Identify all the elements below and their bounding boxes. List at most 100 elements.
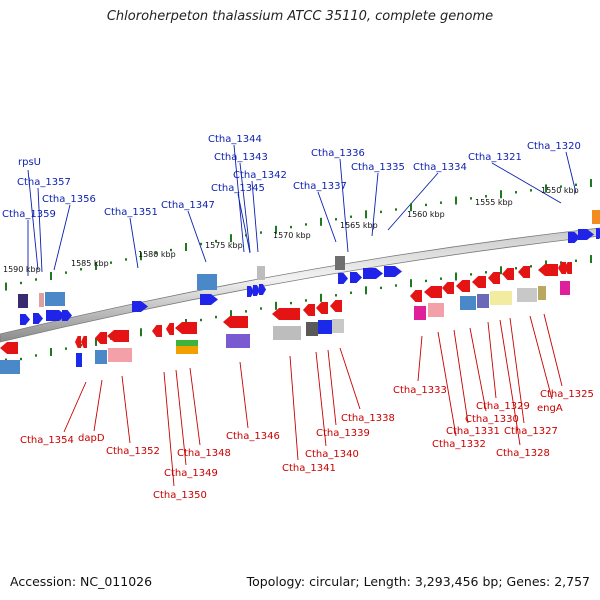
gene-label: Ctha_1345	[211, 183, 265, 194]
scale-dot	[380, 286, 382, 290]
gene-label: Ctha_1356	[42, 194, 96, 205]
gene-box	[273, 326, 301, 340]
reverse-gene-arrow	[316, 302, 328, 314]
leader-line	[121, 375, 131, 444]
scale-label: 1555 kbp	[475, 198, 513, 207]
gene-box	[428, 303, 444, 317]
scale-major-tick	[50, 348, 52, 357]
forward-gene-arrow	[132, 301, 148, 312]
gene-label: Ctha_1344	[208, 134, 262, 145]
gene-label: Ctha_1328	[496, 448, 550, 459]
gene-box	[0, 360, 20, 374]
scale-dot	[530, 265, 532, 268]
forward-gene-arrow	[253, 285, 260, 296]
scale-label: 1550 kbp	[541, 186, 579, 195]
leader-line	[163, 371, 175, 487]
scale-major-tick	[365, 210, 367, 219]
scale-major-tick	[230, 310, 232, 319]
gene-label: Ctha_1325	[540, 389, 594, 400]
scale-dot	[485, 271, 487, 274]
scale-dot	[110, 261, 112, 264]
reverse-gene-arrow	[175, 322, 197, 334]
scale-major-tick	[410, 203, 412, 212]
reverse-gene-arrow	[75, 336, 81, 348]
gene-label: Ctha_1357	[17, 177, 71, 188]
reverse-gene-arrow	[424, 286, 442, 298]
scale-dot	[530, 189, 532, 192]
scale-major-tick	[275, 301, 277, 310]
leader-line	[37, 187, 43, 273]
gene-box	[490, 291, 512, 305]
forward-gene-arrow	[596, 228, 600, 239]
reverse-gene-arrow	[502, 268, 514, 280]
reverse-gene-arrow	[456, 280, 470, 292]
gene-box	[335, 256, 345, 270]
scale-dot	[560, 261, 562, 264]
gene-label: Ctha_1338	[341, 413, 395, 424]
leader-line	[543, 313, 563, 387]
scale-dot	[215, 239, 217, 243]
gene-label: Ctha_1335	[351, 162, 405, 173]
scale-dot	[200, 318, 202, 322]
scale-major-tick	[320, 293, 322, 302]
gene-label: Ctha_1340	[305, 449, 359, 460]
scale-major-tick	[95, 337, 97, 346]
scale-dot	[335, 218, 337, 221]
leader-line	[63, 381, 87, 433]
leader-line	[289, 355, 299, 461]
leader-line	[387, 172, 439, 231]
scale-major-tick	[590, 255, 592, 264]
gene-label: dapD	[78, 433, 105, 444]
gene-label: rpsU	[18, 157, 41, 168]
scale-dot	[200, 242, 202, 246]
gene-label: Ctha_1333	[393, 385, 447, 396]
gene-box	[460, 296, 476, 310]
leader-line	[175, 369, 187, 466]
gene-box	[108, 348, 132, 362]
leader-line	[339, 158, 349, 253]
gene-label: Ctha_1339	[316, 428, 370, 439]
reverse-gene-arrow	[538, 264, 558, 276]
reverse-gene-arrow	[518, 266, 530, 278]
gene-label: Ctha_1354	[20, 435, 74, 446]
scale-dot	[290, 225, 292, 229]
reverse-gene-arrow	[81, 336, 87, 348]
scale-dot	[245, 310, 247, 313]
forward-gene-arrow	[384, 266, 402, 277]
page-title: Chloroherpeton thalassium ATCC 35110, co…	[106, 9, 494, 24]
reverse-gene-arrow	[410, 290, 422, 302]
scale-dot	[515, 191, 517, 194]
leader-line	[417, 335, 423, 382]
scale-label: 1580 kbp	[138, 250, 176, 259]
scale-dot	[155, 251, 157, 255]
gene-label: Ctha_1337	[293, 181, 347, 192]
scale-label: 1590 kbp	[3, 265, 41, 274]
scale-major-tick	[545, 184, 547, 193]
forward-gene-arrow	[568, 232, 580, 243]
accession-text: Accession: NC_011026	[10, 574, 153, 589]
scale-dot	[425, 279, 427, 283]
scale-dot	[305, 299, 307, 302]
gene-label: engA	[537, 403, 563, 414]
gene-box	[226, 334, 250, 348]
leader-line	[315, 351, 327, 447]
gene-label: Ctha_1327	[504, 426, 558, 437]
gene-box	[176, 340, 198, 346]
reverse-gene-arrow	[303, 304, 315, 316]
scale-dot	[335, 294, 337, 297]
leader-line	[499, 319, 521, 446]
scale-dot	[575, 183, 577, 186]
scale-dot	[440, 201, 442, 204]
scale-dot	[35, 278, 37, 281]
gene-label: Ctha_1341	[282, 463, 336, 474]
leader-line	[27, 169, 39, 271]
genome-backbone	[0, 227, 600, 343]
leader-line	[129, 217, 139, 269]
leader-line	[189, 367, 201, 446]
gene-label: Ctha_1321	[468, 152, 522, 163]
gene-label: Ctha_1342	[233, 170, 287, 181]
forward-gene-arrow	[247, 286, 254, 297]
gene-box	[332, 319, 344, 333]
scale-dot	[170, 248, 172, 252]
